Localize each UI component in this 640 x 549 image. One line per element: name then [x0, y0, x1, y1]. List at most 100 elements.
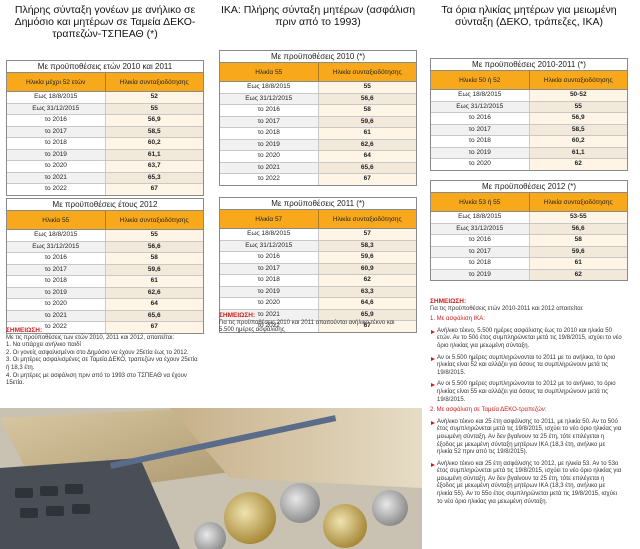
header-cell: Ηλικία συνταξιοδότησης: [528, 193, 628, 211]
cell: 64: [317, 151, 416, 162]
cell: 65,3: [104, 172, 203, 183]
cell: το 2016: [257, 106, 280, 113]
cell: Εως 31/12/2015: [245, 94, 293, 102]
note-bullet: Αν οι 5.500 ημέρες συμπληρώνονται το 201…: [430, 355, 622, 378]
cell: το 2021: [257, 163, 280, 171]
table-row: το 2019 61,1: [431, 147, 627, 159]
cell: 67: [104, 184, 203, 195]
table-row: Εως 18/8/2015 52: [7, 92, 203, 104]
table-title: Με προϋποθέσεις 2010-2011 (*): [431, 59, 627, 71]
cell: το 2022: [44, 185, 67, 192]
table-header: Ηλικία 53 ή 55 Ηλικία συνταξιοδότησης: [431, 193, 627, 212]
table-title: Με προϋποθέσεις 2011 (*): [220, 198, 416, 210]
cell: το 2018: [468, 259, 491, 266]
cell: 57: [317, 229, 416, 240]
cell: 59,6: [528, 246, 627, 257]
header-cell: Ηλικία συνταξιοδότησης: [104, 211, 204, 229]
cell: το 2016: [44, 254, 67, 261]
cell: το 2021: [257, 310, 280, 318]
cell: το 2020: [44, 300, 67, 307]
cell: 67: [104, 322, 203, 333]
cell: 56,9: [104, 115, 203, 126]
table-row: Εως 31/12/2015 56,6: [220, 93, 416, 105]
cell: Εως 18/8/2015: [34, 93, 78, 100]
table-row: Εως 31/12/2015 55: [431, 101, 627, 113]
note-bullet: Ανήλικο τέκνο και 25 έτη ασφάλισης το 20…: [430, 461, 622, 507]
table-row: το 2019 62: [431, 269, 627, 280]
table-row: το 2019 63,3: [220, 286, 416, 298]
table-header: Ηλικία μέχρι 52 ετών Ηλικία συνταξιοδότησ…: [7, 73, 203, 92]
table-row: Εως 18/8/2015 53-55: [431, 212, 627, 224]
note-item: 4. Οι μητέρες με ασφάλιση πριν από το 19…: [6, 372, 187, 387]
table: Με προϋποθέσεις ετών 2010 και 2011 Ηλικία…: [6, 60, 204, 196]
cell: το 2021: [44, 311, 67, 319]
cell: το 2018: [257, 129, 280, 136]
header-cell: Ηλικία συνταξιοδότησης: [104, 73, 204, 91]
table-row: το 2017 59,6: [7, 264, 203, 276]
cell: 56,9: [528, 113, 627, 124]
header-cell: Ηλικία 55: [255, 68, 283, 76]
table-row: το 2021 65,6: [7, 310, 203, 322]
cell: το 2020: [257, 152, 280, 159]
table-row: το 2016 58: [220, 105, 416, 117]
cell: Εως 18/8/2015: [458, 213, 502, 220]
cell: Εως 31/12/2015: [456, 102, 504, 110]
note-section: 2. Με ασφάλιση σε Ταμεία ΔΕΚΟ-τραπεζών:: [430, 407, 547, 414]
cell: 58,3: [317, 240, 416, 251]
cell: το 2016: [44, 116, 67, 123]
column-title: Τα όρια ηλικίας μητέρων για μειωμένη σύν…: [441, 4, 617, 28]
table-row: το 2020 64,6: [220, 298, 416, 310]
cell: 58: [104, 253, 203, 264]
cell: 50-52: [528, 90, 627, 101]
note-intro: Για τις προϋποθέσεις 2010 και 2011 απαιτ…: [219, 319, 395, 334]
note-bullet: Ανήλικο τέκνο και 25 έτη ασφάλισης το 20…: [430, 419, 622, 457]
cell: 55: [528, 101, 627, 112]
cell: το 2017: [468, 125, 491, 133]
cell: το 2016: [468, 114, 491, 121]
cell: 63,3: [317, 286, 416, 297]
table-row: Εως 18/8/2015 50-52: [431, 90, 627, 102]
cell: το 2020: [257, 299, 280, 306]
note-item: 3. Οι μητέρες ασφαλισμένες σε Ταμεία ΔΕΚ…: [6, 357, 198, 371]
note-heading: ΣΗΜΕΙΩΣΗ:: [430, 298, 467, 305]
note-heading: ΣΗΜΕΙΩΣΗ:: [219, 312, 256, 319]
cell: 60,2: [528, 136, 627, 147]
table-row: το 2018 60,2: [7, 138, 203, 150]
table-row: το 2018 62: [220, 275, 416, 287]
cell: το 2018: [468, 137, 491, 144]
header-cell: Ηλικία συνταξιοδότησης: [528, 71, 628, 89]
cell: το 2017: [44, 265, 67, 273]
table-header: Ηλικία 50 ή 52 Ηλικία συνταξιοδότησης: [431, 71, 627, 90]
cell: 58,5: [528, 124, 627, 135]
table-header: Ηλικία 57 Ηλικία συνταξιοδότησης: [220, 210, 416, 229]
table-body: Εως 18/8/2015 55 Εως 31/12/2015 56,6 το 2016…: [7, 230, 203, 333]
header-cell: Ηλικία συνταξιοδότησης: [317, 63, 417, 81]
note: ΣΗΜΕΙΩΣΗ: Για τις προϋποθέσεις ετών 2010-…: [430, 298, 622, 506]
table-row: Εως 31/12/2015 56,6: [431, 223, 627, 235]
cell: 67: [317, 321, 416, 332]
header-cell: Ηλικία συνταξιοδότησης: [317, 210, 417, 228]
cell: το 2018: [44, 139, 67, 146]
table-row: το 2018 61: [220, 128, 416, 140]
cell: 55: [104, 103, 203, 114]
cell: 62,6: [104, 287, 203, 298]
cell: 60,9: [317, 263, 416, 274]
cell: Εως 31/12/2015: [456, 224, 504, 232]
note-heading: ΣΗΜΕΙΩΣΗ:: [6, 327, 43, 334]
note-section: 1. Με ασφάλιση ΙΚΑ:: [430, 316, 485, 323]
header-cell: Ηλικία 57: [255, 215, 283, 223]
cell: 63,7: [104, 161, 203, 172]
table-row: το 2017 58,5: [431, 124, 627, 136]
table-row: το 2020 62: [431, 159, 627, 170]
table-body: Εως 18/8/2015 52 Εως 31/12/2015 55 το 2016 56…: [7, 92, 203, 195]
header-cell: Ηλικία 50 ή 52: [459, 76, 501, 84]
table-row: το 2019 61,1: [7, 149, 203, 161]
table-title: Με προϋποθέσεις έτους 2012: [7, 199, 203, 211]
cell: 61: [317, 128, 416, 139]
table-row: το 2022 67: [220, 174, 416, 185]
cell: 62,6: [317, 139, 416, 150]
header-cell: Ηλικία μέχρι 52 ετών: [26, 78, 86, 86]
note-item: 1. Να υπάρχει ανήλικο παιδί: [6, 342, 81, 349]
table-row: το 2020 64: [7, 299, 203, 311]
table-row: το 2022 67: [220, 321, 416, 332]
